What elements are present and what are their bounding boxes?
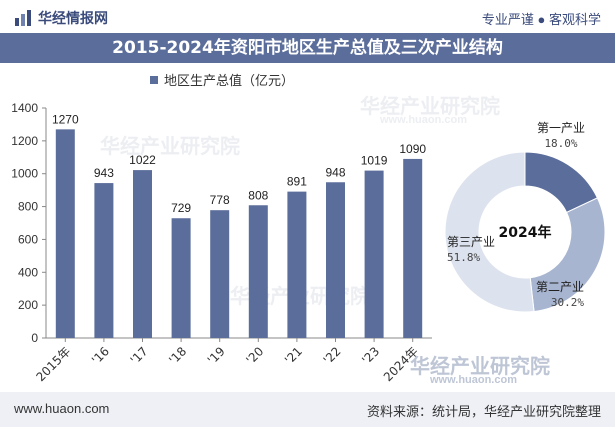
y-tick-label: 400 xyxy=(18,265,38,279)
data-label: 1022 xyxy=(129,153,156,167)
bar xyxy=(287,191,307,338)
pie-center-label: 2024年 xyxy=(499,224,552,241)
chart-title: 2015-2024年资阳市地区生产总值及三次产业结构 xyxy=(112,38,503,58)
bar xyxy=(94,183,114,338)
pie-slice xyxy=(529,197,606,313)
data-label: 778 xyxy=(210,193,230,207)
bar xyxy=(133,170,152,338)
slogan: 专业严谨 ● 客观科学 xyxy=(481,12,601,27)
y-tick-label: 800 xyxy=(18,200,38,214)
footer-source: 资料来源：统计局，华经产业研究院整理 xyxy=(366,404,601,419)
legend-label: 地区生产总值（亿元） xyxy=(164,73,295,88)
x-tick-label: 2015年 xyxy=(33,344,73,384)
data-label: 1270 xyxy=(52,112,79,126)
bar xyxy=(403,158,423,338)
site-logo[interactable]: 华经情报网 xyxy=(14,8,108,28)
pie-slice-name: 第一产业 xyxy=(537,121,585,135)
x-tick-label: '17 xyxy=(128,344,151,367)
data-label: 729 xyxy=(171,201,191,215)
x-tick-label: '18 xyxy=(166,344,189,367)
pie-slice-name: 第二产业 xyxy=(536,280,584,294)
logo-icon xyxy=(15,10,31,26)
x-tick-label: '22 xyxy=(321,344,344,367)
header-bar: 华经情报网 专业严谨 ● 客观科学 xyxy=(0,0,615,33)
data-label: 1019 xyxy=(361,154,388,168)
y-tick-label: 1000 xyxy=(11,167,38,181)
data-label: 1090 xyxy=(399,142,426,156)
bar xyxy=(326,182,345,338)
title-bar xyxy=(0,33,615,63)
pie-slice-name: 第三产业 xyxy=(447,235,495,249)
y-tick-label: 600 xyxy=(18,232,38,246)
pie-slice xyxy=(444,151,535,313)
x-tick-label: '23 xyxy=(359,344,382,367)
bar xyxy=(248,205,268,338)
site-name: 华经情报网 xyxy=(38,10,108,26)
footer-url[interactable]: www.huaon.com xyxy=(14,401,110,416)
footer-bar xyxy=(0,392,615,427)
y-tick-label: 0 xyxy=(31,331,38,345)
x-tick-label: '19 xyxy=(205,344,228,367)
chart-canvas: 0 200 400 600 800 1000 1200 1400 1270 2015年 943 '16… xyxy=(11,101,606,384)
pie-slice-percent: 18.0% xyxy=(544,137,577,150)
x-tick-label: '20 xyxy=(243,344,266,367)
data-label: 943 xyxy=(94,166,114,180)
x-tick-label: 2024年 xyxy=(381,344,421,384)
y-tick-label: 1400 xyxy=(11,101,38,115)
data-label: 891 xyxy=(287,175,307,189)
legend-swatch xyxy=(150,75,158,84)
bar xyxy=(171,218,191,338)
x-tick-label: '16 xyxy=(89,344,112,367)
y-tick-label: 200 xyxy=(18,298,38,312)
chart-legend: 地区生产总值（亿元） xyxy=(150,70,294,89)
y-tick-label: 1200 xyxy=(11,134,38,148)
pie-slice-percent: 30.2% xyxy=(551,296,584,309)
bar xyxy=(55,129,75,338)
data-label: 948 xyxy=(325,165,345,179)
bar xyxy=(210,210,230,338)
x-tick-label: '21 xyxy=(282,344,305,367)
bar xyxy=(364,170,384,338)
pie-slice-percent: 51.8% xyxy=(447,251,480,264)
data-label: 808 xyxy=(248,188,268,202)
